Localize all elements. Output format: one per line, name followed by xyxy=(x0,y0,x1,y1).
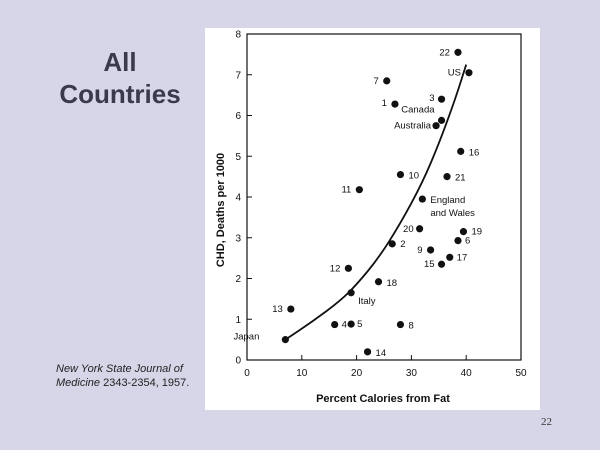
data-point xyxy=(374,278,383,286)
point-label: 16 xyxy=(469,147,480,158)
point-label: Canada xyxy=(401,104,435,115)
point-label: Japan xyxy=(233,332,259,343)
y-axis-label: CHD, Deaths per 1000 xyxy=(215,153,227,267)
point-label: England and Wales xyxy=(430,195,475,219)
x-tick-label: 20 xyxy=(351,368,363,379)
data-point xyxy=(446,253,454,261)
data-point xyxy=(344,264,352,272)
data-point xyxy=(396,170,405,179)
slide-number: 22 xyxy=(541,416,552,428)
x-tick-label: 0 xyxy=(244,368,250,379)
y-tick-label: 5 xyxy=(235,152,241,163)
trend-curve xyxy=(284,64,468,341)
point-label: 7 xyxy=(373,76,378,87)
point-label: Italy xyxy=(358,296,376,307)
data-point xyxy=(459,228,468,236)
point-label: US xyxy=(448,68,461,79)
x-tick-label: 30 xyxy=(406,368,418,379)
slide-title-line-1: All xyxy=(103,47,137,77)
data-point xyxy=(437,95,446,103)
point-label: Australia xyxy=(394,121,432,132)
citation-journal: New York State Journal of Medicine xyxy=(56,363,183,389)
x-tick-label: 10 xyxy=(296,368,308,379)
y-tick-label: 7 xyxy=(235,70,241,81)
point-label: 20 xyxy=(403,224,414,235)
data-point xyxy=(347,320,355,328)
data-point xyxy=(287,305,295,313)
y-tick-label: 6 xyxy=(235,111,241,122)
point-label: 18 xyxy=(387,278,398,289)
point-label: 22 xyxy=(439,47,450,58)
point-label: 10 xyxy=(408,171,419,182)
data-point xyxy=(418,195,426,203)
data-point xyxy=(363,348,372,356)
data-point xyxy=(347,289,355,297)
data-point xyxy=(432,122,440,130)
point-label: 15 xyxy=(424,259,435,270)
point-label: 12 xyxy=(330,263,341,274)
data-point xyxy=(281,336,289,344)
data-point xyxy=(388,240,396,248)
point-label: 4 xyxy=(342,320,347,331)
data-point xyxy=(437,260,446,268)
data-point xyxy=(331,320,339,329)
x-tick-label: 50 xyxy=(515,368,527,379)
point-label: 11 xyxy=(341,185,351,196)
point-label: 2 xyxy=(400,239,405,250)
data-point xyxy=(437,116,446,124)
data-point xyxy=(457,147,465,155)
y-tick-label: 3 xyxy=(235,233,241,244)
point-label: 13 xyxy=(272,304,283,315)
point-label: 21 xyxy=(455,173,466,184)
chart-panel: 0 10 20 30 40 50 0 1 2 3 4 5 6 7 8 Japan 13 4 5 14 Italy 12 1… xyxy=(205,28,540,410)
data-point xyxy=(465,69,473,77)
point-label: 14 xyxy=(376,348,387,359)
data-point xyxy=(396,320,405,329)
point-label: 6 xyxy=(465,236,470,247)
point-label: 9 xyxy=(417,245,422,256)
data-point xyxy=(391,100,399,108)
citation-detail: 2343-2354, 1957. xyxy=(100,377,190,389)
data-point xyxy=(454,237,462,245)
point-label: 5 xyxy=(357,319,362,330)
y-tick-label: 8 xyxy=(235,30,241,41)
x-axis-label: Percent Calories from Fat xyxy=(316,393,450,405)
citation: New York State Journal of Medicine 2343-… xyxy=(56,362,206,390)
point-label: 17 xyxy=(457,252,468,263)
point-label: 19 xyxy=(471,227,482,238)
x-tick-label: 40 xyxy=(461,368,473,379)
slide-title-line-2: Countries xyxy=(59,79,181,109)
y-tick-label: 2 xyxy=(235,274,241,285)
slide-title: All Countries xyxy=(40,46,200,110)
y-tick-label: 1 xyxy=(235,315,241,326)
y-tick-label: 4 xyxy=(235,193,241,204)
data-point xyxy=(355,186,363,194)
y-tick-label: 0 xyxy=(235,356,241,367)
data-point xyxy=(383,77,391,85)
data-point xyxy=(443,173,451,181)
data-point xyxy=(426,246,435,254)
point-label: 8 xyxy=(408,321,413,332)
data-point xyxy=(416,225,424,233)
point-label: 1 xyxy=(382,98,387,109)
point-label: 3 xyxy=(429,93,434,104)
data-point xyxy=(454,48,462,56)
